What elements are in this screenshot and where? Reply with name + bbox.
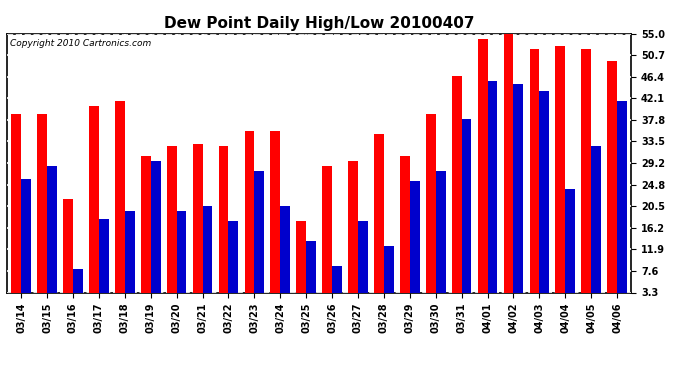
Bar [280, 206, 290, 292]
Title: Dew Point Daily High/Low 20100407: Dew Point Daily High/Low 20100407 [164, 16, 475, 31]
Bar [540, 91, 549, 292]
Bar [400, 156, 410, 292]
Bar [565, 189, 575, 292]
Bar [322, 166, 332, 292]
Bar [410, 182, 420, 292]
Bar [270, 131, 280, 292]
Bar [11, 114, 21, 292]
Bar [150, 161, 161, 292]
Bar [607, 61, 617, 292]
Bar [125, 211, 135, 292]
Bar [582, 49, 591, 292]
Text: Copyright 2010 Cartronics.com: Copyright 2010 Cartronics.com [10, 39, 151, 48]
Bar [513, 84, 523, 292]
Bar [435, 171, 446, 292]
Bar [529, 49, 540, 292]
Bar [73, 269, 83, 292]
Bar [177, 211, 186, 292]
Bar [452, 76, 462, 292]
Bar [477, 39, 488, 292]
Bar [115, 101, 125, 292]
Bar [141, 156, 150, 292]
Bar [167, 146, 177, 292]
Bar [63, 199, 73, 292]
Bar [203, 206, 213, 292]
Bar [488, 81, 497, 292]
Bar [99, 219, 109, 292]
Bar [306, 242, 316, 292]
Bar [244, 131, 255, 292]
Bar [89, 106, 99, 292]
Bar [617, 101, 627, 292]
Bar [384, 246, 394, 292]
Bar [296, 221, 306, 292]
Bar [358, 221, 368, 292]
Bar [332, 267, 342, 292]
Bar [348, 161, 358, 292]
Bar [193, 144, 203, 292]
Bar [21, 179, 31, 292]
Bar [426, 114, 435, 292]
Bar [462, 119, 471, 292]
Bar [504, 34, 513, 292]
Bar [228, 221, 238, 292]
Bar [47, 166, 57, 292]
Bar [219, 146, 228, 292]
Bar [591, 146, 601, 292]
Bar [255, 171, 264, 292]
Bar [374, 134, 384, 292]
Bar [37, 114, 47, 292]
Bar [555, 46, 565, 292]
